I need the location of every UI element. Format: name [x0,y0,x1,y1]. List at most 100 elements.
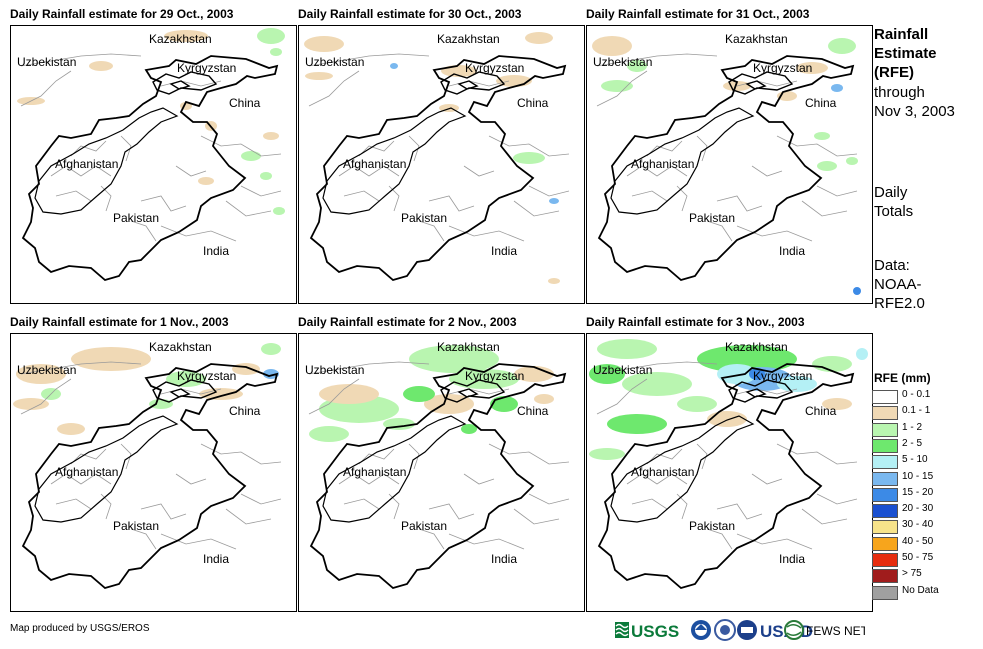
rain-patch [814,132,830,140]
rain-patch [199,388,243,400]
admin-boundary [338,165,400,177]
place-label-india: India [491,552,518,566]
legend-swatch [872,422,898,437]
admin-boundary [140,195,187,212]
place-label-afghanistan: Afghanistan [55,465,119,479]
rain-patch [89,61,113,71]
rain-patch [549,198,559,204]
legend-swatch [872,553,898,567]
admin-boundary [343,190,380,202]
admin-boundary [50,473,112,485]
rain-patch [828,38,856,54]
admin-boundary [120,443,132,470]
legend-swatch [872,390,898,404]
legend-label: > 75 [902,568,922,580]
rain-patch [607,414,667,434]
admin-boundary [706,528,733,550]
place-label-pakistan: Pakistan [113,211,160,225]
admin-boundary [408,135,420,162]
country-boundary [597,363,855,589]
admin-boundary [513,508,560,525]
place-label-afghanistan: Afghanistan [343,157,407,171]
place-label-afghanistan: Afghanistan [55,157,119,171]
map-svg [17,28,285,281]
kyrgyzstan-boundary [152,379,218,403]
place-label-pakistan: Pakistan [113,519,160,533]
admin-boundary [626,473,688,485]
admin-boundary [20,53,142,67]
rain-patch [241,151,261,161]
place-label-kazakhstan: Kazakhstan [149,340,212,354]
admin-boundary [816,185,858,197]
rainfall-map: Kazakhstan Uzbekistan Kyrgyzstan China Afgha… [10,25,297,304]
legend-swatch [872,455,898,470]
map-svg [13,343,282,589]
place-label-uzbekistan: Uzbekistan [593,55,653,69]
afghanistan-boundary [610,107,755,215]
admin-boundary [240,493,282,505]
place-label-pakistan: Pakistan [401,211,448,225]
rain-patch [57,423,85,435]
rain-patch [166,371,206,387]
rain-patch [592,36,632,56]
usgs-logo-text: USGS [631,622,679,641]
place-label-pakistan: Pakistan [689,211,736,225]
panel-title: Daily Rainfall estimate for 30 Oct., 200… [298,7,522,21]
country-boundary [309,55,567,281]
admin-boundary [175,473,207,485]
rain-patch [601,80,633,92]
place-label-uzbekistan: Uzbekistan [17,363,77,377]
rainfall-map: Kazakhstan Uzbekistan Kyrgyzstan China Afgha… [586,25,873,304]
rain-patch [717,364,757,384]
rain-patch [261,343,281,355]
kyrgyzstan-boundary [728,71,794,95]
legend-swatch [872,406,898,421]
admin-boundary [631,190,668,202]
admin-boundary [513,200,560,217]
rainfall-map: Kazakhstan Uzbekistan Kyrgyzstan China Afgha… [10,333,297,612]
place-label-kyrgyzstan: Kyrgyzstan [753,61,813,75]
rain-patch [627,60,647,72]
rain-patch [777,376,817,392]
rainfall-map: Kazakhstan Uzbekistan Kyrgyzstan China Afgha… [298,333,585,612]
map-svg [308,345,570,589]
rainfall-map: Kazakhstan Uzbekistan Kyrgyzstan China Afgha… [586,333,873,612]
admin-boundary [463,165,495,177]
map-svg [304,32,570,284]
sidebar-through: through [874,84,925,101]
admin-boundary [646,140,683,157]
rain-patch [164,30,208,42]
legend-label: 40 - 50 [902,535,934,547]
admin-boundary [706,220,733,242]
place-label-uzbekistan: Uzbekistan [17,55,77,69]
sidebar-daily: Daily [874,184,908,201]
kyrgyzstan-boundary [152,71,218,95]
rain-patch [534,394,554,404]
rain-patch [622,372,692,396]
legend-swatch [872,520,898,535]
country-boundary [21,363,279,589]
place-label-uzbekistan: Uzbekistan [305,55,365,69]
admin-boundary [428,195,475,212]
admin-boundary [338,473,400,485]
admin-boundary [308,378,360,415]
admin-boundary [801,508,848,525]
rain-patch [305,72,333,80]
rain-patch [589,448,625,460]
place-label-afghanistan: Afghanistan [343,465,407,479]
logos-svg: USGS USAID FEWS NET [615,619,869,641]
admin-boundary [388,185,400,212]
sidebar-title-line2: Estimate [874,45,937,62]
rain-patch [260,172,272,180]
admin-boundary [225,508,272,525]
admin-boundary [626,165,688,177]
place-label-china: China [805,404,837,418]
admin-boundary [225,200,272,217]
map-svg [589,339,868,589]
legend-swatch [872,438,898,453]
admin-boundary [50,165,112,177]
sidebar-title-line3: (RFE) [874,64,914,81]
legend-label: 50 - 75 [902,552,934,563]
rain-patch [16,364,66,384]
legend-label: 15 - 20 [902,486,934,498]
